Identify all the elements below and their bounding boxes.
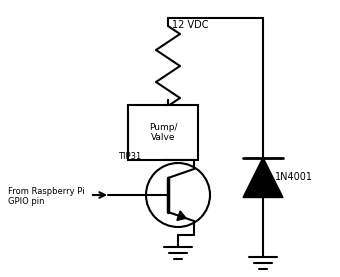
Polygon shape [177,211,186,220]
Text: TIP31: TIP31 [118,152,141,161]
Bar [128,105,198,160]
Text: Pump/
Valve: Pump/ Valve [149,123,177,142]
Text: 12 VDC: 12 VDC [172,20,208,30]
Polygon shape [243,158,283,198]
Text: 1N4001: 1N4001 [275,173,313,183]
Text: From Raspberry Pi
GPIO pin: From Raspberry Pi GPIO pin [8,187,85,206]
